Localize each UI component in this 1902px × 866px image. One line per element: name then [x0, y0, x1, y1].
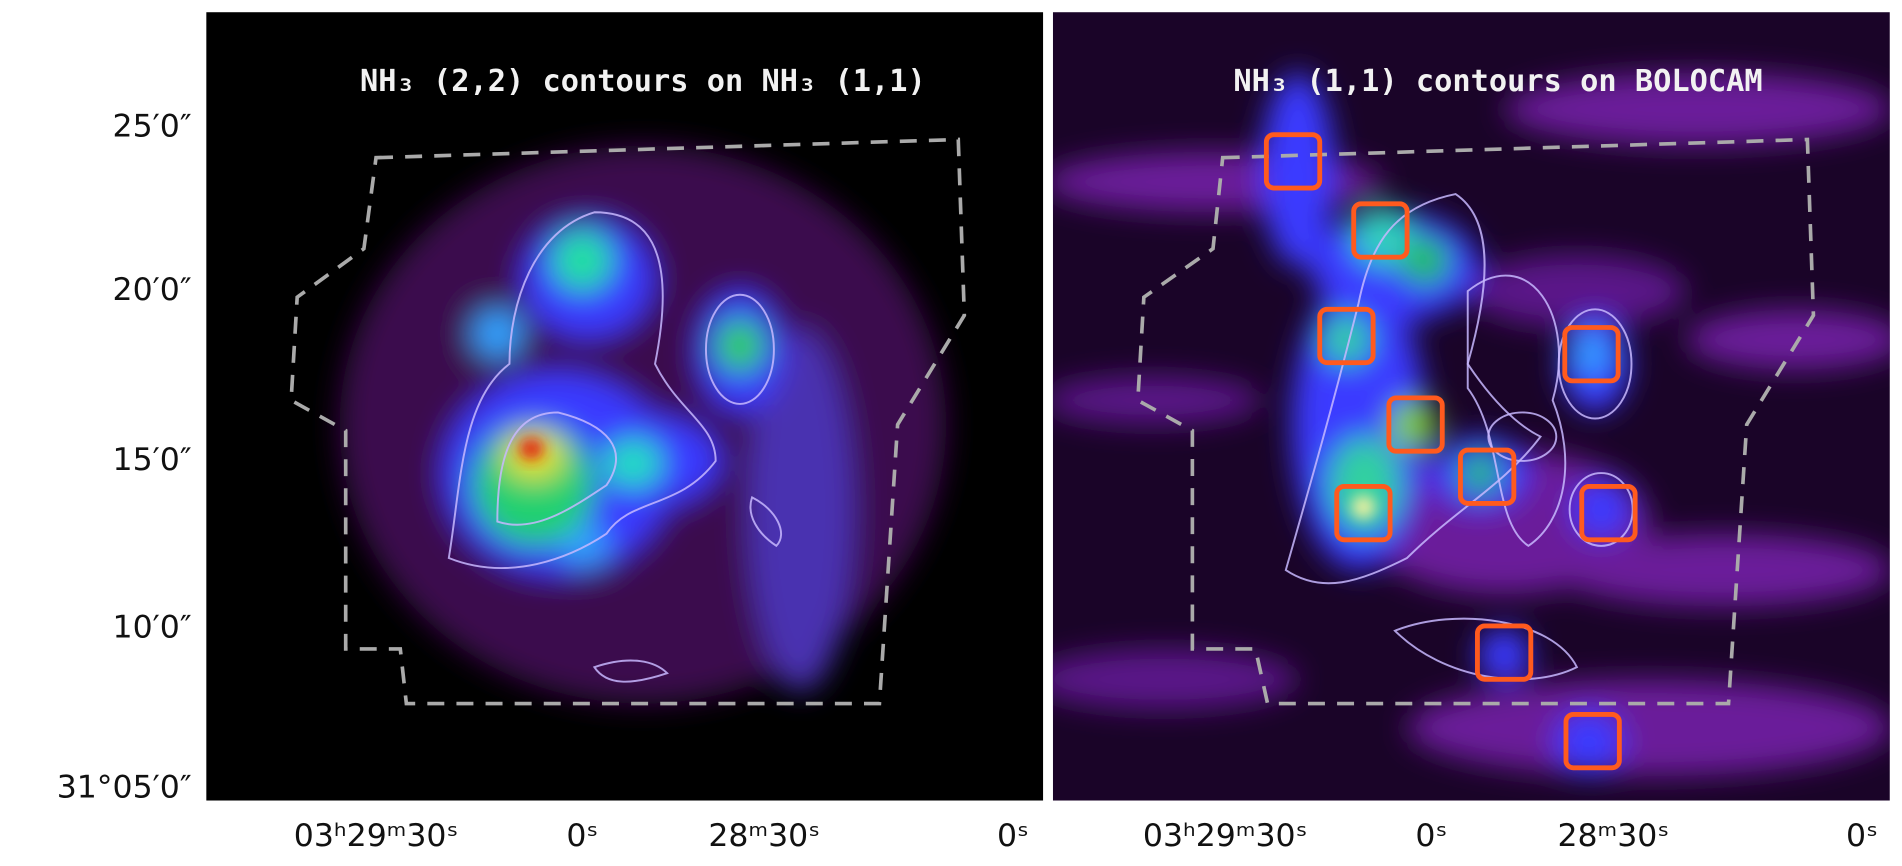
x-tick-label: 03ʰ29ᵐ30ˢ: [294, 818, 458, 854]
figure-content: NH₃ (2,2) contours on NH₃ (1,1) NH₃ (1,1…: [57, 12, 1902, 854]
x-tick-label: 28ᵐ30ˢ: [1557, 818, 1669, 854]
panel-title: NH₃ (1,1) contours on BOLOCAM: [1233, 64, 1762, 99]
y-tick-label: 20′0″: [113, 272, 192, 308]
y-tick-label: 25′0″: [113, 108, 192, 144]
x-tick-label: 0ˢ: [566, 818, 598, 854]
x-tick-label: 28ᵐ30ˢ: [708, 818, 820, 854]
y-tick-label: 31°05′0″: [57, 769, 192, 805]
x-tick-label: 0ˢ: [1846, 818, 1878, 854]
x-tick-label: 03ʰ29ᵐ30ˢ: [1143, 818, 1307, 854]
y-tick-label: 10′0″: [113, 609, 192, 645]
left-panel-image: [206, 12, 1043, 800]
x-tick-label: 0ˢ: [1415, 818, 1447, 854]
x-tick-label: 0ˢ: [997, 818, 1029, 854]
figure: NH₃ (2,2) contours on NH₃ (1,1) NH₃ (1,1…: [0, 0, 1902, 866]
panel-title: NH₃ (2,2) contours on NH₃ (1,1): [360, 64, 926, 99]
right-panel-image: [1031, 12, 1902, 800]
page: {"panels": [ {"title": "NH₃ (2,2) contou…: [0, 0, 1902, 866]
y-tick-label: 15′0″: [113, 442, 192, 478]
